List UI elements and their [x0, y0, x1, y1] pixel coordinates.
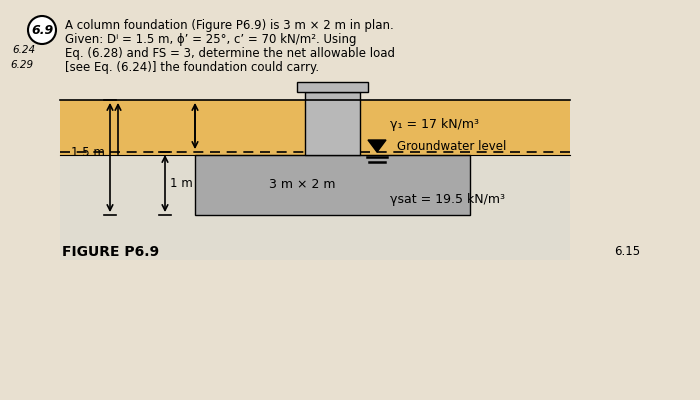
Text: Groundwater level: Groundwater level — [397, 140, 506, 154]
Text: 6.15: 6.15 — [614, 245, 640, 258]
Text: A column foundation (Figure P6.9) is 3 m × 2 m in plan.: A column foundation (Figure P6.9) is 3 m… — [65, 19, 393, 32]
Text: Given: Dⁱ = 1.5 m, ϕ’ = 25°, c’ = 70 kN/m². Using: Given: Dⁱ = 1.5 m, ϕ’ = 25°, c’ = 70 kN/… — [65, 33, 356, 46]
Text: Eq. (6.28) and FS = 3, determine the net allowable load: Eq. (6.28) and FS = 3, determine the net… — [65, 47, 395, 60]
Polygon shape — [368, 140, 386, 152]
Circle shape — [28, 16, 56, 44]
Text: 1 m: 1 m — [170, 177, 192, 190]
Text: FIGURE P6.9: FIGURE P6.9 — [62, 245, 159, 259]
Text: 3 m × 2 m: 3 m × 2 m — [270, 178, 336, 192]
Text: [see Eq. (6.24)] the foundation could carry.: [see Eq. (6.24)] the foundation could ca… — [65, 61, 319, 74]
Bar — [297, 82, 368, 92]
Text: 6.24: 6.24 — [12, 45, 35, 55]
Bar — [60, 100, 570, 155]
Text: 6.9: 6.9 — [31, 24, 53, 36]
Text: 6.29: 6.29 — [10, 60, 33, 70]
Text: γsat = 19.5 kN/m³: γsat = 19.5 kN/m³ — [390, 194, 505, 206]
Bar — [60, 100, 570, 260]
Text: 1.5 m: 1.5 m — [71, 146, 105, 159]
Text: γ₁ = 17 kN/m³: γ₁ = 17 kN/m³ — [390, 118, 479, 131]
Bar — [195, 155, 470, 215]
Bar — [305, 92, 360, 155]
